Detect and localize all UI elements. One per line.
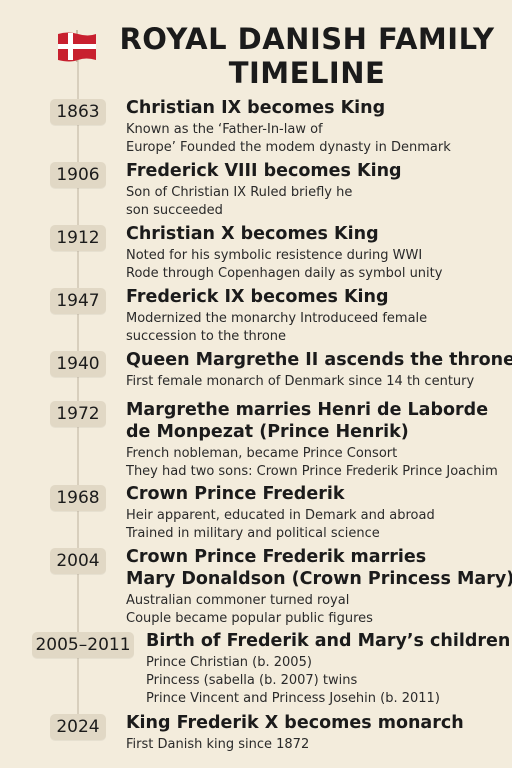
header: ROYAL DANISH FAMILY TIMELINE [0, 0, 512, 98]
event-title-line: de Monpezat (Prince Henrik) [126, 422, 409, 442]
event-description: First Danish king since 1872 [126, 736, 309, 754]
event-description-line: Son of Christian IX Ruled briefly he [126, 185, 353, 200]
event-title-line: Crown Prince Frederik marries [126, 547, 427, 567]
event-title: Frederick IX becomes King [126, 286, 389, 308]
event-description: Australian commoner turned royal Couple b… [126, 592, 373, 628]
event-description-line: Known as the ‘Father-In-law of [126, 122, 323, 137]
year-badge: 1947 [50, 288, 106, 314]
event-description-line: Europe’ Founded the modem dynasty in Den… [126, 140, 451, 155]
event-description: First female monarch of Denmark since 14… [126, 373, 474, 391]
title-line-1: ROYAL DANISH FAMILY [119, 22, 495, 56]
event-description-line: French nobleman, became Prince Consort [126, 446, 398, 461]
event-description-line: Modernized the monarchy Introduceed fema… [126, 311, 428, 326]
year-badge: 1912 [50, 225, 106, 251]
timeline-line [77, 48, 79, 740]
event-description: Heir apparent, educated in Demark and ab… [126, 507, 435, 543]
year-badge: 2024 [50, 714, 106, 740]
event-title: Christian IX becomes King [126, 97, 385, 119]
event-description: Noted for his symbolic resistence during… [126, 247, 442, 283]
event-description: Modernized the monarchy Introduceed fema… [126, 310, 427, 346]
event-description: Known as the ‘Father-In-law of Europe’ Fo… [126, 121, 451, 157]
event-title-line: King Frederik X becomes monarch [126, 713, 464, 733]
event-description-line: Australian commoner turned royal [126, 593, 350, 608]
event-title: Crown Prince Frederik marries Mary Donald… [126, 546, 512, 590]
event-description-line: Trained in military and political scienc… [126, 526, 380, 541]
event-title-line: Crown Prince Frederik [126, 484, 345, 504]
event-title: Christian X becomes King [126, 223, 379, 245]
event-description-line: Prince Vincent and Princess Josehin (b. … [146, 691, 440, 706]
event-title-line: Queen Margrethe II ascends the throne [126, 350, 512, 370]
event-description-line: First female monarch of Denmark since 14… [126, 374, 475, 389]
event-description-line: son succeeded [126, 203, 223, 218]
event-description: Prince Christian (b. 2005) Princess (sabe… [146, 654, 440, 708]
event-description: Son of Christian IX Ruled briefly he son … [126, 184, 352, 220]
event-title-line: Mary Donaldson (Crown Princess Mary) [126, 569, 512, 589]
event-title-line: Christian IX becomes King [126, 98, 386, 118]
event-title-line: Christian X becomes King [126, 224, 379, 244]
event-description-line: Noted for his symbolic resistence during… [126, 248, 423, 263]
event-description: French nobleman, became Prince Consort Th… [126, 445, 498, 481]
event-description-line: Prince Christian (b. 2005) [146, 655, 312, 670]
year-badge: 1968 [50, 485, 106, 511]
event-description-line: First Danish king since 1872 [126, 737, 310, 752]
event-title: King Frederik X becomes monarch [126, 712, 464, 734]
year-badge: 1972 [50, 401, 106, 427]
event-description-line: Rode through Copenhagen daily as symbol … [126, 266, 443, 281]
page-title: ROYAL DANISH FAMILY TIMELINE [118, 22, 496, 90]
danish-flag-icon [56, 30, 98, 66]
event-title: Frederick VIII becomes King [126, 160, 402, 182]
event-description-line: Couple became popular public figures [126, 611, 373, 626]
event-description-line: They had two sons: Crown Prince Frederik… [126, 464, 498, 479]
event-title: Queen Margrethe II ascends the throne [126, 349, 512, 371]
event-title-line: Margrethe marries Henri de Laborde [126, 400, 489, 420]
event-description-line: Heir apparent, educated in Demark and ab… [126, 508, 435, 523]
event-title: Margrethe marries Henri de Laborde de Mon… [126, 399, 488, 443]
year-badge: 2005–2011 [32, 632, 134, 658]
event-description-line: Princess (sabella (b. 2007) twins [146, 673, 358, 688]
event-title-line: Birth of Frederik and Mary’s children [146, 631, 511, 651]
event-title: Crown Prince Frederik [126, 483, 344, 505]
year-badge: 1863 [50, 99, 106, 125]
event-title: Birth of Frederik and Mary’s children [146, 630, 510, 652]
event-title-line: Frederick IX becomes King [126, 287, 389, 307]
year-badge: 1906 [50, 162, 106, 188]
event-title-line: Frederick VIII becomes King [126, 161, 402, 181]
title-line-2: TIMELINE [228, 56, 386, 90]
year-badge: 1940 [50, 351, 106, 377]
year-badge: 2004 [50, 548, 106, 574]
event-description-line: succession to the throne [126, 329, 287, 344]
